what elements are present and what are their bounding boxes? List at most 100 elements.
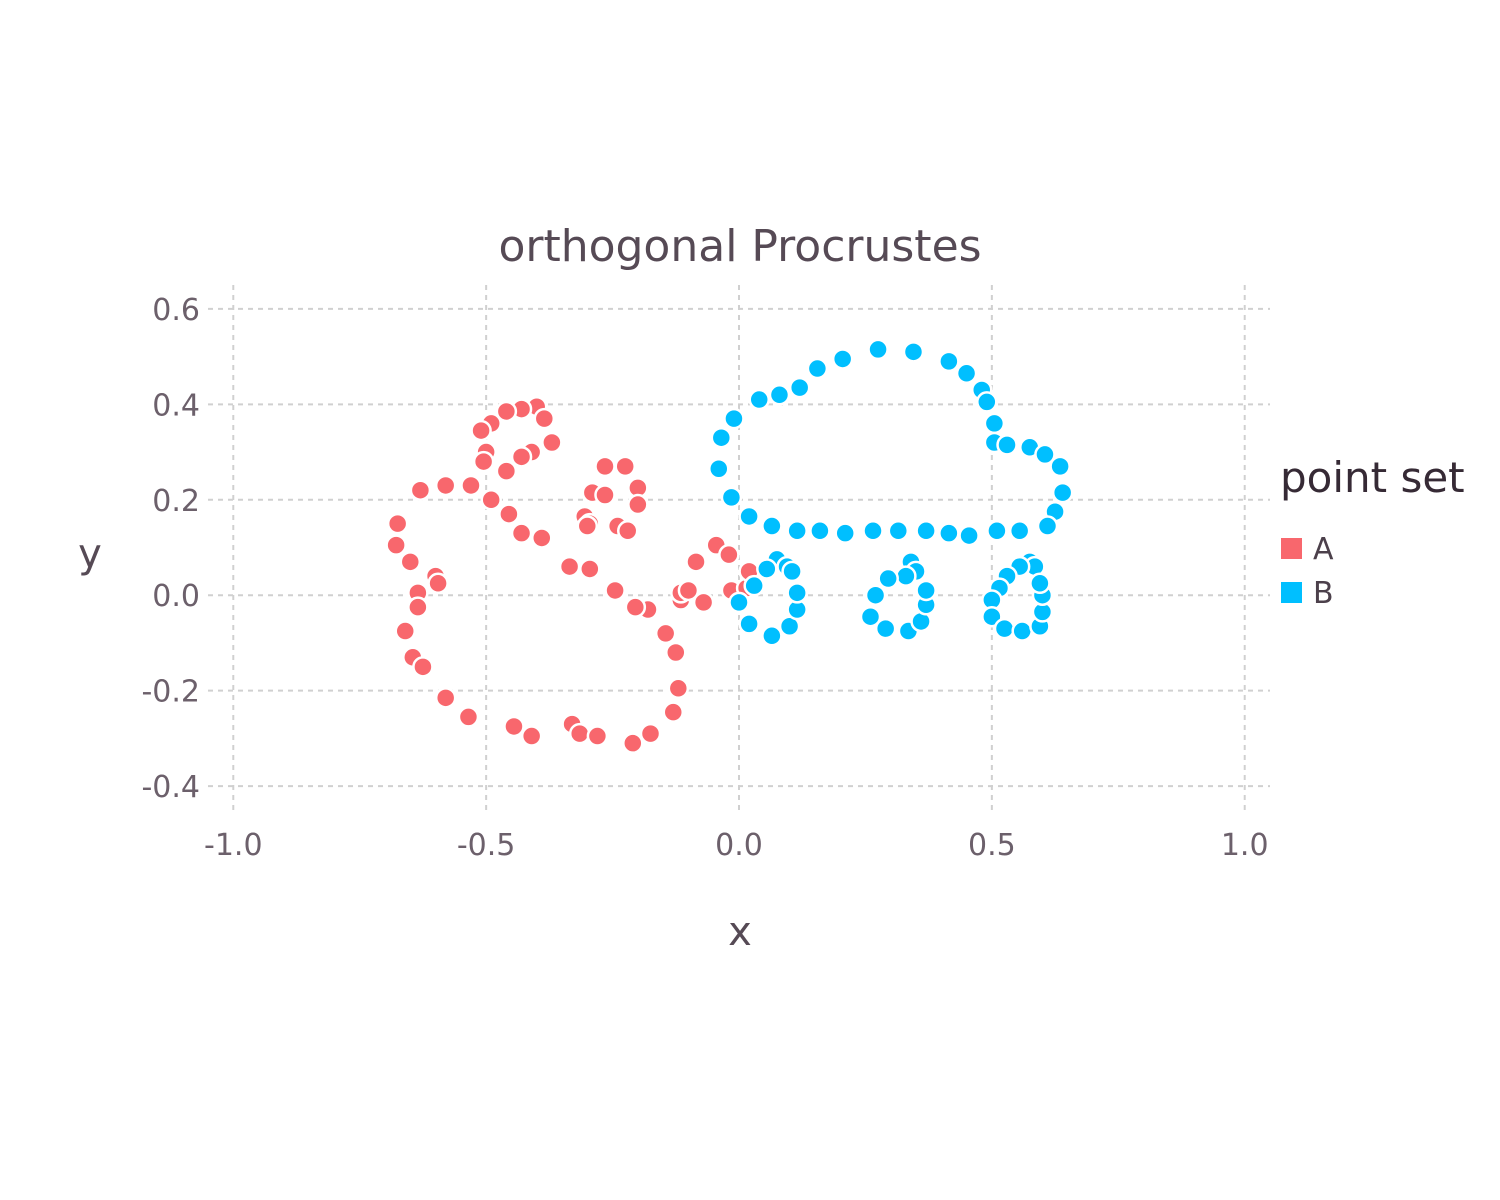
chart-title: orthogonal Procrustes bbox=[498, 221, 981, 272]
data-point-b bbox=[834, 522, 856, 544]
data-point-b bbox=[864, 584, 887, 606]
legend: point set A B bbox=[1280, 453, 1465, 611]
data-point-a bbox=[662, 701, 685, 723]
data-point-b bbox=[938, 350, 960, 373]
data-point-a bbox=[510, 446, 533, 468]
data-point-a bbox=[622, 732, 644, 754]
data-point-a bbox=[480, 489, 502, 511]
data-point-b bbox=[887, 520, 910, 542]
data-point-b bbox=[902, 341, 925, 363]
data-point-b bbox=[748, 388, 770, 411]
data-point-a bbox=[427, 572, 449, 595]
data-point-a bbox=[498, 503, 520, 525]
data-point-a bbox=[624, 596, 647, 618]
data-point-b bbox=[761, 515, 783, 537]
data-point-b bbox=[877, 567, 899, 590]
data-point-b bbox=[938, 522, 960, 544]
data-point-a bbox=[409, 479, 432, 501]
data-point-a bbox=[470, 419, 492, 442]
data-point-a bbox=[667, 677, 690, 700]
data-point-a bbox=[558, 555, 581, 578]
x-tick-label: 1.0 bbox=[1221, 828, 1269, 863]
data-point-a bbox=[685, 551, 707, 573]
data-point-b bbox=[710, 426, 733, 449]
data-point-b bbox=[738, 505, 760, 528]
data-point-b bbox=[728, 591, 750, 614]
data-point-a bbox=[586, 725, 609, 747]
data-point-b bbox=[723, 407, 745, 430]
data-point-b bbox=[958, 524, 980, 547]
legend-item-b: B bbox=[1281, 576, 1334, 611]
data-point-b bbox=[738, 613, 760, 635]
legend-swatch-b bbox=[1281, 582, 1302, 603]
legend-swatch-a bbox=[1281, 538, 1302, 559]
y-tick-label: 0.4 bbox=[152, 388, 200, 423]
data-point-a bbox=[399, 551, 422, 573]
data-point-b bbox=[831, 348, 854, 370]
data-point-a bbox=[594, 484, 616, 506]
data-point-a bbox=[472, 450, 495, 473]
data-point-b bbox=[720, 486, 743, 509]
data-point-a bbox=[614, 455, 636, 478]
grid bbox=[208, 285, 1270, 810]
x-tick-label: -1.0 bbox=[204, 828, 263, 863]
data-point-a bbox=[434, 687, 457, 709]
data-point-b bbox=[983, 412, 1006, 435]
data-point-b bbox=[788, 376, 811, 399]
y-tick-label: 0.6 bbox=[152, 293, 200, 328]
legend-title: point set bbox=[1280, 453, 1465, 502]
data-point-a bbox=[510, 522, 533, 544]
data-point-b bbox=[1049, 455, 1071, 478]
data-point-a bbox=[533, 407, 556, 430]
y-tick-label: -0.4 bbox=[141, 770, 200, 805]
data-point-b bbox=[743, 574, 765, 597]
legend-item-a: A bbox=[1281, 532, 1334, 567]
data-point-b bbox=[761, 625, 783, 647]
data-point-b bbox=[768, 384, 791, 406]
data-point-a bbox=[495, 460, 518, 482]
data-point-b bbox=[1036, 515, 1059, 537]
data-point-a bbox=[460, 474, 482, 497]
x-tick-label: -0.5 bbox=[457, 828, 516, 863]
y-tick-label: -0.2 bbox=[141, 675, 200, 710]
data-point-a bbox=[531, 527, 553, 549]
data-point-a bbox=[520, 725, 543, 747]
data-point-b bbox=[862, 520, 884, 542]
data-point-b bbox=[859, 605, 882, 628]
data-point-a bbox=[576, 515, 599, 537]
data-point-a bbox=[394, 620, 416, 642]
x-axis-title: x bbox=[728, 909, 752, 955]
legend-label-b: B bbox=[1313, 576, 1334, 611]
data-point-b bbox=[806, 357, 829, 380]
data-point-b bbox=[915, 520, 937, 542]
data-point-a bbox=[568, 722, 591, 745]
x-tick-label: 0.0 bbox=[715, 828, 763, 863]
data-point-b bbox=[915, 579, 937, 602]
data-point-b bbox=[996, 434, 1018, 456]
data-point-b bbox=[955, 362, 978, 385]
data-point-a bbox=[665, 641, 687, 664]
data-point-a bbox=[654, 622, 677, 645]
data-point-b bbox=[867, 338, 889, 361]
data-point-b bbox=[1051, 481, 1074, 504]
data-point-b bbox=[1029, 572, 1051, 595]
data-point-b bbox=[993, 617, 1016, 640]
data-point-a bbox=[639, 722, 662, 745]
data-point-a bbox=[386, 512, 409, 535]
data-point-b bbox=[809, 520, 831, 542]
data-point-b bbox=[986, 520, 1008, 542]
y-axis-title: y bbox=[78, 531, 102, 577]
data-point-a bbox=[579, 558, 601, 580]
data-point-b bbox=[874, 617, 897, 640]
y-tick-label: 0.2 bbox=[152, 484, 200, 519]
data-point-b bbox=[786, 520, 808, 542]
series-a bbox=[385, 395, 760, 754]
data-point-a bbox=[616, 520, 639, 542]
data-point-a bbox=[457, 706, 480, 728]
data-point-b bbox=[756, 558, 778, 580]
axis-ticks: -1.0 -0.5 0.0 0.5 1.0 -0.4 -0.2 0.0 0.2 0.4 0.6 bbox=[141, 293, 1268, 863]
data-point-b bbox=[708, 458, 730, 480]
data-point-a bbox=[604, 579, 626, 602]
plot-points bbox=[385, 338, 1074, 754]
